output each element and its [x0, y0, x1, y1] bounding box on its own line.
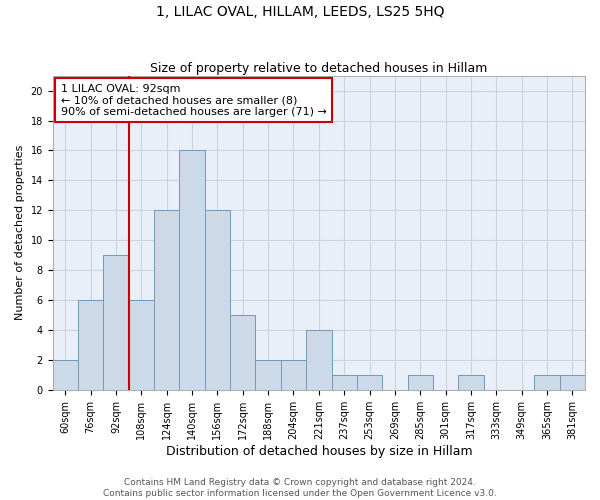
Bar — [560, 375, 585, 390]
Bar — [53, 360, 78, 390]
Bar — [179, 150, 205, 390]
Text: 1, LILAC OVAL, HILLAM, LEEDS, LS25 5HQ: 1, LILAC OVAL, HILLAM, LEEDS, LS25 5HQ — [156, 5, 444, 19]
Bar — [281, 360, 306, 390]
Bar — [103, 255, 129, 390]
Text: 1 LILAC OVAL: 92sqm
← 10% of detached houses are smaller (8)
90% of semi-detache: 1 LILAC OVAL: 92sqm ← 10% of detached ho… — [61, 84, 326, 116]
Bar — [129, 300, 154, 390]
Bar — [230, 315, 256, 390]
Bar — [205, 210, 230, 390]
Bar — [306, 330, 332, 390]
Y-axis label: Number of detached properties: Number of detached properties — [15, 145, 25, 320]
Bar — [407, 375, 433, 390]
Bar — [256, 360, 281, 390]
Bar — [357, 375, 382, 390]
Bar — [154, 210, 179, 390]
Bar — [78, 300, 103, 390]
Text: Contains HM Land Registry data © Crown copyright and database right 2024.
Contai: Contains HM Land Registry data © Crown c… — [103, 478, 497, 498]
Bar — [535, 375, 560, 390]
Bar — [332, 375, 357, 390]
Bar — [458, 375, 484, 390]
X-axis label: Distribution of detached houses by size in Hillam: Distribution of detached houses by size … — [166, 444, 472, 458]
Title: Size of property relative to detached houses in Hillam: Size of property relative to detached ho… — [150, 62, 488, 74]
